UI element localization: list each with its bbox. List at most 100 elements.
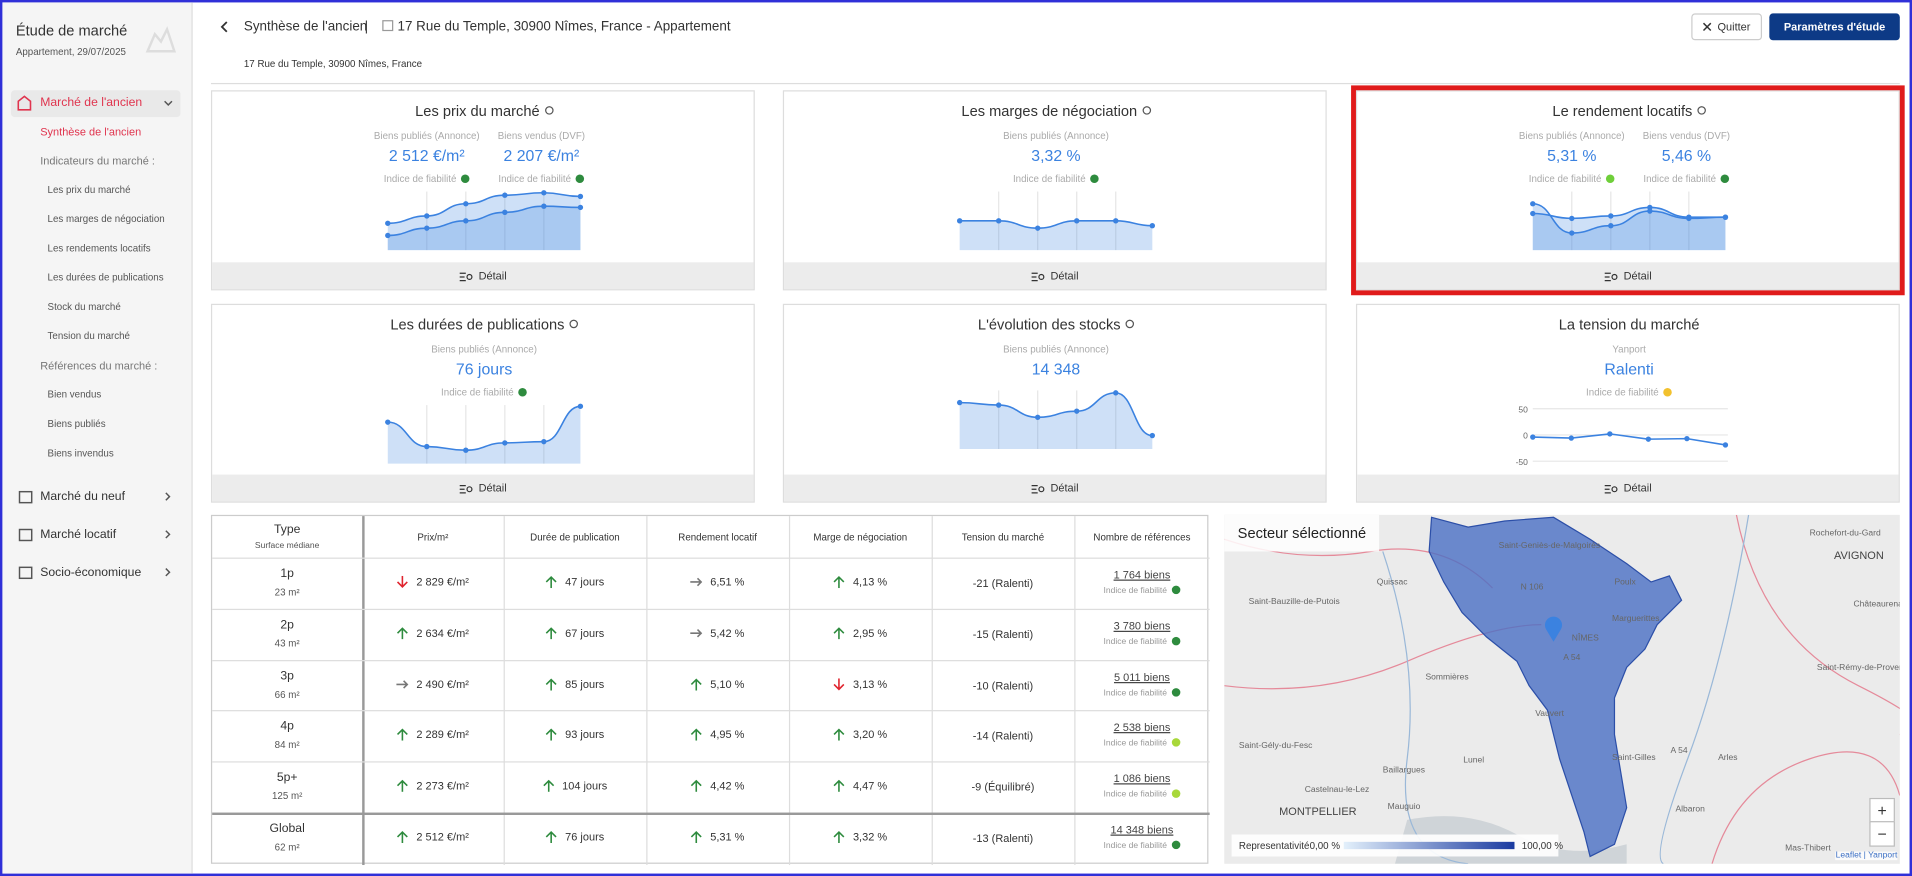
y-tick-label: 0 — [1523, 431, 1528, 441]
table-cell: 76 jours — [504, 831, 647, 843]
info-icon[interactable] — [1697, 106, 1706, 115]
subaddress: 17 Rue du Temple, 30900 Nîmes, France — [243, 58, 423, 70]
trend-arrow — [396, 679, 409, 689]
sparkline-point — [1722, 214, 1729, 220]
trend-icon — [834, 779, 845, 793]
map-legend: Representativité 0,00 % 100,00 % — [1231, 834, 1563, 857]
nav-section[interactable]: Marché du neuf — [11, 487, 180, 509]
settings-button[interactable]: Paramètres d'étude — [1769, 13, 1900, 41]
info-icon[interactable] — [569, 319, 578, 329]
icon-shape — [18, 490, 33, 504]
nav-item[interactable]: Biens publiés — [47, 418, 106, 430]
detail-button[interactable]: Détail — [212, 262, 754, 290]
table-cell: 5,31 % — [646, 831, 789, 843]
card-title-text: Les prix du marché — [415, 102, 540, 120]
nav-active-section[interactable]: Marché de l'ancien — [10, 90, 181, 118]
trend-arrow — [690, 628, 703, 638]
detail-button[interactable]: Détail — [784, 262, 1326, 290]
detail-button[interactable]: Détail — [212, 474, 754, 502]
column-label: Biens vendus (DVF) — [1642, 130, 1731, 142]
detail-icon — [1605, 272, 1619, 281]
trend-arrow — [397, 626, 409, 640]
place-label: Rochefort-du-Gard — [1809, 529, 1881, 539]
row-type: 4p — [280, 720, 294, 734]
detail-shape — [460, 484, 474, 493]
detail-button[interactable]: Détail — [784, 474, 1326, 502]
nav-item[interactable]: Les prix du marché — [47, 184, 131, 196]
nav-item[interactable]: Les marges de négociation — [47, 213, 165, 225]
nav-item[interactable]: Biens invendus — [47, 447, 114, 459]
refs-link[interactable]: 3 780 biens — [1113, 619, 1171, 632]
cell-text: 2 512 €/m² — [416, 830, 469, 844]
column-label: Yanport — [1612, 344, 1646, 356]
refs-link[interactable]: 1 086 biens — [1113, 772, 1171, 785]
sparkline-point — [385, 220, 391, 226]
sparkline-point — [1074, 218, 1080, 224]
detail-icon — [1605, 484, 1619, 493]
detail-button[interactable]: Détail — [1357, 474, 1899, 502]
sidebar: Étude de marché Appartement, 29/07/2025 Ma… — [2, 2, 193, 874]
refs-reliability: Indice de fiabilité — [1074, 738, 1209, 748]
sparkline-point — [502, 440, 508, 446]
refs-link[interactable]: 1 764 biens — [1113, 568, 1171, 581]
indicator-card: Les prix du marché Biens publiés (Annonce… — [210, 90, 755, 291]
cell-text: 4,13 % — [852, 575, 888, 589]
column-divider — [788, 516, 791, 866]
card-title-text: Les durées de publications — [390, 315, 565, 334]
refs-link[interactable]: 14 348 biens — [1110, 823, 1174, 836]
reliability-label: Indice de fiabilité — [1586, 386, 1659, 398]
trend-icon — [690, 577, 703, 587]
zoom-out[interactable]: − — [1869, 821, 1895, 847]
nav-item[interactable]: Les rendements locatifs — [47, 242, 151, 254]
tension-cell: -10 (Ralenti) — [972, 679, 1034, 692]
nav-item: Indicateurs du marché : — [40, 154, 155, 168]
cell-text: 67 jours — [565, 626, 605, 640]
trend-icon — [546, 728, 558, 742]
sector-polygon — [1428, 516, 1683, 858]
nav-item[interactable]: Stock du marché — [47, 301, 121, 313]
reliability-dot — [1171, 636, 1181, 646]
trend-arrow — [691, 830, 703, 844]
reliability-label: Indice de fiabilité — [1528, 173, 1602, 185]
nav-item[interactable]: Bien vendus — [47, 389, 102, 401]
row-type: 5p+ — [276, 771, 298, 785]
sparkline-area — [959, 220, 1153, 251]
map[interactable]: Secteur sélectionné Rochefort-du-Gard AVIG… — [1224, 514, 1900, 864]
trend-icon — [397, 575, 409, 588]
chevron-shape — [164, 100, 173, 106]
nav-icon — [18, 528, 33, 542]
column-label: Biens publiés (Annonce) — [373, 130, 480, 142]
reliability-label: Indice de fiabilité — [1103, 586, 1168, 596]
nav-item[interactable]: Les durées de publications — [47, 272, 164, 284]
y-tick-label: -50 — [1516, 457, 1529, 467]
place-label: NÎMES — [1571, 634, 1599, 643]
zoom-in[interactable]: + — [1869, 797, 1895, 824]
detail-icon — [1032, 484, 1045, 493]
refs-link[interactable]: 2 538 biens — [1113, 721, 1171, 734]
nav-item[interactable]: Synthèse de l'ancien — [40, 125, 142, 138]
column-divider — [931, 516, 933, 866]
reliability-label: Indice de fiabilité — [498, 173, 572, 185]
quit-button[interactable]: Quitter — [1691, 13, 1763, 41]
nav-item[interactable]: Tension du marché — [47, 330, 130, 342]
reliability-dot — [1606, 174, 1615, 184]
table-cell: 2 289 €/m² — [362, 729, 503, 741]
refs-reliability: Indice de fiabilité — [1074, 789, 1209, 799]
info-icon[interactable] — [544, 106, 554, 115]
legend-min: 0,00 % — [1309, 840, 1340, 852]
column-value: 14 348 — [1031, 359, 1081, 379]
sparkline-point — [1647, 204, 1653, 211]
detail-button[interactable]: Détail — [1357, 262, 1899, 290]
sparkline-point — [995, 402, 1002, 408]
info-icon[interactable] — [1142, 106, 1151, 115]
nav-label: Marché locatif — [40, 528, 117, 542]
place-label: Mauguio — [1387, 802, 1421, 812]
y-tick-label: 50 — [1518, 404, 1528, 414]
nav-section[interactable]: Marché locatif — [11, 525, 180, 547]
table-cell: 2,95 % — [789, 627, 932, 639]
reliability: Indice de fiabilité — [1499, 173, 1645, 184]
place-label: MONTPELLIER — [1279, 805, 1357, 818]
refs-link[interactable]: 5 011 biens — [1113, 670, 1170, 683]
info-icon[interactable] — [1125, 319, 1135, 329]
nav-section[interactable]: Socio-économique — [11, 562, 180, 584]
